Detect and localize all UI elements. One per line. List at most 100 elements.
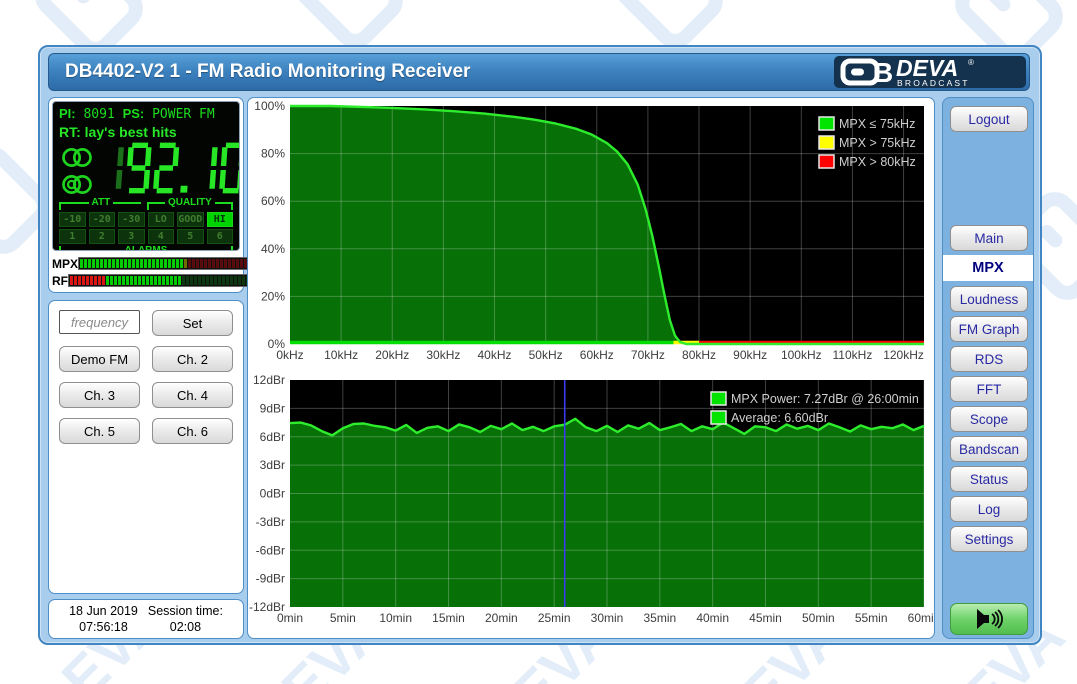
lcd-cell--10: -10 (59, 212, 86, 227)
meter-segment (208, 259, 212, 268)
channel-button-ch-4[interactable]: Ch. 4 (152, 382, 233, 408)
audio-button[interactable] (950, 603, 1028, 635)
channel-buttons: Demo FM Ch. 2 Ch. 3 Ch. 4 Ch. 5 Ch. 6 (59, 346, 233, 444)
sidebar-item-log[interactable]: Log (950, 496, 1028, 522)
charts-panel: 100% 80% 60% 40% 20% 0% 0kHz 10kHz 20kHz 30kHz 40k… (247, 97, 935, 639)
rds-pi-ps-line: PI: 8091 PS: POWER FM (59, 105, 233, 123)
meter-segment (158, 276, 161, 285)
meter-segment (90, 276, 93, 285)
meter-segment (132, 259, 136, 268)
datetime-block: 18 Jun 2019 07:56:18 (64, 603, 143, 635)
axis-tick-label: 100kHz (781, 348, 822, 362)
sidebar-item-fm-graph[interactable]: FM Graph (950, 316, 1028, 342)
data-curve (289, 417, 925, 437)
level-meters: MPX RF (52, 256, 262, 288)
axis-tick-label: 90kHz (733, 348, 767, 362)
meter-segment (70, 276, 73, 285)
meter-segment (226, 276, 229, 285)
channel-button-ch-5[interactable]: Ch. 5 (59, 418, 140, 444)
att-quality-cells: -10 -20 -30 LO GOOD HI (59, 212, 233, 227)
meter-segment (184, 259, 188, 268)
alarm-cell-2: 2 (88, 229, 115, 244)
sidebar-item-scope[interactable]: Scope (950, 406, 1028, 432)
bracket-line (170, 246, 233, 250)
tab-mpx-active[interactable]: MPX (943, 255, 1033, 281)
meter-segment (100, 259, 104, 268)
seven-seg-digit (127, 142, 152, 193)
frequency-digits (115, 142, 239, 193)
legend-label: MPX > 75kHz (839, 136, 916, 150)
meter-segment (180, 259, 184, 268)
legend-swatch (710, 391, 727, 406)
meter-segment (152, 259, 156, 268)
rt-value: lay's best hits (84, 124, 177, 140)
alarm-cell-1: 1 (59, 229, 86, 244)
channel-button-demo-fm[interactable]: Demo FM (59, 346, 140, 372)
alarm-cell-5: 5 (177, 229, 204, 244)
axis-tick-label: 40% (261, 242, 285, 256)
axis-tick-label: 10kHz (324, 348, 358, 362)
legend-swatch (818, 116, 835, 131)
meter-segment (244, 259, 248, 268)
meter-segment (154, 276, 157, 285)
sidebar-item-bandscan[interactable]: Bandscan (950, 436, 1028, 462)
channel-button-ch-2[interactable]: Ch. 2 (152, 346, 233, 372)
channel-button-ch-3[interactable]: Ch. 3 (59, 382, 140, 408)
legend-label: MPX Power: 7.27dBr @ 26:00min (731, 392, 919, 406)
axis-tick-label: 0dBr (260, 487, 285, 501)
legend-swatch (818, 135, 835, 150)
mpx-meter: MPX (52, 256, 262, 271)
axis-tick-label: 0kHz (276, 348, 303, 362)
meter-segment (178, 276, 181, 285)
meter-segment (212, 259, 216, 268)
meter-segment (134, 276, 137, 285)
sidebar-item-loudness[interactable]: Loudness (950, 286, 1028, 312)
meter-segment (220, 259, 224, 268)
meter-segment (216, 259, 220, 268)
pi-value: 8091 (83, 107, 115, 122)
meter-label: RF (52, 273, 68, 288)
att-quality-brackets: ATT QUALITY (59, 198, 233, 210)
sidebar-item-status[interactable]: Status (950, 466, 1028, 492)
axis-tick-label: 55min (855, 611, 888, 625)
legend-swatch (710, 410, 727, 425)
legend-swatch (818, 154, 835, 169)
mpx-charts: 100% 80% 60% 40% 20% 0%0kHz 10kHz 20kHz 30kHz 40k… (249, 99, 934, 625)
axis-tick-label: 100% (254, 99, 285, 113)
meter-segment (128, 259, 132, 268)
meter-segment (88, 259, 92, 268)
session-value: 02:08 (169, 620, 202, 634)
meter-segment (182, 276, 185, 285)
sidebar-item-settings[interactable]: Settings (950, 526, 1028, 552)
frequency-input[interactable] (59, 310, 140, 334)
meter-bar (78, 257, 262, 270)
meter-segment (166, 276, 169, 285)
set-button[interactable]: Set (152, 310, 233, 336)
seven-seg-digit (209, 146, 218, 189)
meter-segment (98, 276, 101, 285)
svg-text:DEVA: DEVA (896, 55, 958, 81)
meter-segment (156, 259, 160, 268)
sidebar-item-fft[interactable]: FFT (950, 376, 1028, 402)
bracket-line (146, 202, 165, 210)
channel-button-ch-6[interactable]: Ch. 6 (152, 418, 233, 444)
meter-segment (160, 259, 164, 268)
status-bar: 18 Jun 2019 07:56:18 Session time: 02:08 (48, 599, 244, 639)
sidebar-item-main[interactable]: Main (950, 225, 1028, 251)
lcd-cell--30: -30 (118, 212, 145, 227)
axis-tick-label: 15min (432, 611, 465, 625)
meter-segment (176, 259, 180, 268)
axis-tick-label: 40min (696, 611, 729, 625)
alarms-bracket: ALARMS (59, 245, 233, 251)
axis-tick-label: -3dBr (256, 515, 285, 529)
alarms-label: ALARMS (124, 245, 168, 251)
bracket-line (59, 202, 89, 210)
meter-segment (232, 259, 236, 268)
sidebar-item-rds[interactable]: RDS (950, 346, 1028, 372)
meter-segment (108, 259, 112, 268)
axis-tick-label: 70kHz (631, 348, 665, 362)
alarm-cell-4: 4 (147, 229, 174, 244)
axis-tick-label: 20min (485, 611, 518, 625)
logout-button[interactable]: Logout (950, 106, 1028, 132)
